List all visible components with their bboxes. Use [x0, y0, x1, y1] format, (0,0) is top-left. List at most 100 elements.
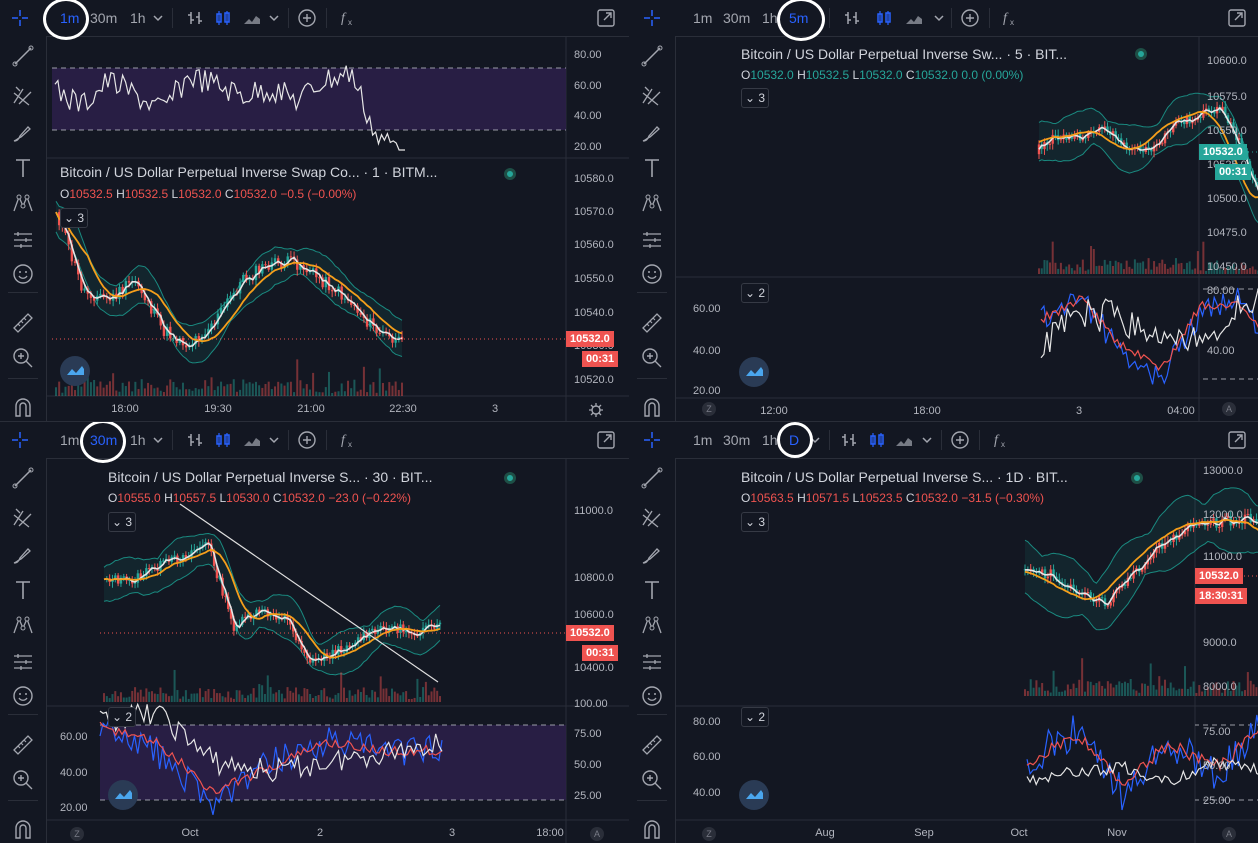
brush-icon[interactable] [640, 543, 664, 567]
pitchfork-icon[interactable] [11, 83, 35, 107]
area-icon[interactable] [242, 8, 262, 28]
collapse-oscillator-button[interactable]: ⌄ 2 [108, 707, 136, 727]
settings-gear-icon[interactable] [588, 402, 604, 418]
interval-1m[interactable]: 1m [60, 10, 80, 26]
prediction-icon[interactable] [640, 228, 664, 252]
pitchfork-icon[interactable] [640, 83, 664, 107]
collapse-oscillator-button[interactable]: ⌄ 2 [741, 283, 769, 303]
pitchfork-icon[interactable] [640, 505, 664, 529]
pattern-icon[interactable] [640, 614, 664, 638]
ruler-icon[interactable] [11, 311, 35, 335]
crosshair-icon[interactable] [642, 8, 662, 28]
bar-style-icon[interactable] [185, 8, 205, 28]
chevron-down-icon[interactable] [152, 430, 164, 450]
chart-canvas[interactable]: 10600.010575.010550.010525.010500.010475… [629, 0, 1258, 421]
brush-icon[interactable] [11, 121, 35, 145]
magnet-icon[interactable] [11, 818, 35, 842]
tradingview-logo[interactable] [108, 780, 138, 810]
interval-1m[interactable]: 1m [693, 432, 713, 448]
interval-1h[interactable]: 1h [130, 10, 146, 26]
pattern-icon[interactable] [640, 192, 664, 216]
bar-style-icon[interactable] [842, 8, 862, 28]
indicators-plus-icon[interactable] [297, 8, 317, 28]
text-icon[interactable] [640, 156, 664, 180]
candles-icon[interactable] [213, 430, 233, 450]
tradingview-logo[interactable] [60, 356, 90, 386]
fullscreen-icon[interactable] [1227, 430, 1247, 450]
candles-icon[interactable] [867, 430, 887, 450]
interval-1m[interactable]: 1m [60, 432, 80, 448]
collapse-indicators-button[interactable]: ⌄ 3 [741, 88, 769, 108]
text-icon[interactable] [11, 156, 35, 180]
interval-1h[interactable]: 1h [130, 432, 146, 448]
auto-scale-z-button[interactable]: Z [702, 402, 716, 416]
candles-icon[interactable] [213, 8, 233, 28]
indicators-plus-icon[interactable] [950, 430, 970, 450]
interval-30m[interactable]: 30m [90, 10, 118, 26]
ruler-icon[interactable] [640, 733, 664, 757]
magnet-icon[interactable] [640, 818, 664, 842]
area-icon[interactable] [904, 8, 924, 28]
auto-scale-z-button[interactable]: Z [70, 827, 84, 841]
brush-icon[interactable] [640, 121, 664, 145]
symbol-title[interactable]: Bitcoin / US Dollar Perpetual Inverse S.… [741, 469, 1068, 485]
emoji-icon[interactable] [640, 262, 664, 286]
pitchfork-icon[interactable] [11, 505, 35, 529]
crosshair-icon[interactable] [10, 8, 30, 28]
interval-daily[interactable]: D [789, 432, 800, 448]
brush-icon[interactable] [11, 543, 35, 567]
chart-canvas[interactable]: 11000.0 10800.0 10600.0 10400.0 100.00 75.00 5… [0, 422, 629, 843]
trend-line-icon[interactable] [640, 466, 664, 490]
interval-30m[interactable]: 30m [723, 10, 751, 26]
interval-30m[interactable]: 30m [723, 432, 751, 448]
magnet-icon[interactable] [11, 396, 35, 420]
emoji-icon[interactable] [640, 684, 664, 708]
auto-scale-a-button[interactable]: A [1222, 827, 1236, 841]
chevron-down-icon[interactable] [933, 8, 945, 28]
text-icon[interactable] [640, 578, 664, 602]
bar-style-icon[interactable] [185, 430, 205, 450]
zoom-in-icon[interactable] [11, 768, 35, 792]
prediction-icon[interactable] [11, 228, 35, 252]
interval-1m[interactable]: 1m [693, 10, 713, 26]
trend-line-icon[interactable] [11, 466, 35, 490]
tradingview-logo[interactable] [739, 357, 769, 387]
magnet-icon[interactable] [640, 396, 664, 420]
candles-icon[interactable] [874, 8, 894, 28]
emoji-icon[interactable] [11, 684, 35, 708]
symbol-title[interactable]: Bitcoin / US Dollar Perpetual Inverse Sw… [60, 164, 438, 180]
pattern-icon[interactable] [11, 192, 35, 216]
fullscreen-icon[interactable] [596, 8, 616, 28]
auto-scale-a-button[interactable]: A [590, 827, 604, 841]
tradingview-logo[interactable] [739, 780, 769, 810]
crosshair-icon[interactable] [10, 430, 30, 450]
crosshair-icon[interactable] [642, 430, 662, 450]
pattern-icon[interactable] [11, 614, 35, 638]
chevron-down-icon[interactable] [268, 8, 280, 28]
chart-pane-daily[interactable]: 1m 30m 1h D fx 13000.012000.011000.01000… [629, 422, 1258, 843]
chevron-down-icon[interactable] [921, 430, 933, 450]
auto-scale-z-button[interactable]: Z [702, 827, 716, 841]
ruler-icon[interactable] [640, 311, 664, 335]
zoom-in-icon[interactable] [640, 768, 664, 792]
area-icon[interactable] [894, 430, 914, 450]
fullscreen-icon[interactable] [596, 430, 616, 450]
indicators-plus-icon[interactable] [960, 8, 980, 28]
chart-canvas[interactable]: 13000.012000.011000.010000.09000.08000.0… [629, 422, 1258, 843]
prediction-icon[interactable] [640, 650, 664, 674]
text-icon[interactable] [11, 578, 35, 602]
zoom-in-icon[interactable] [11, 346, 35, 370]
bar-style-icon[interactable] [839, 430, 859, 450]
chevron-down-icon[interactable] [268, 430, 280, 450]
collapse-indicators-button[interactable]: ⌄ 3 [741, 512, 769, 532]
zoom-in-icon[interactable] [640, 346, 664, 370]
indicators-plus-icon[interactable] [297, 430, 317, 450]
trend-line-icon[interactable] [11, 44, 35, 68]
collapse-indicators-button[interactable]: ⌄ 3 [108, 512, 136, 532]
collapse-indicators-button[interactable]: ⌄ 3 [60, 208, 88, 228]
